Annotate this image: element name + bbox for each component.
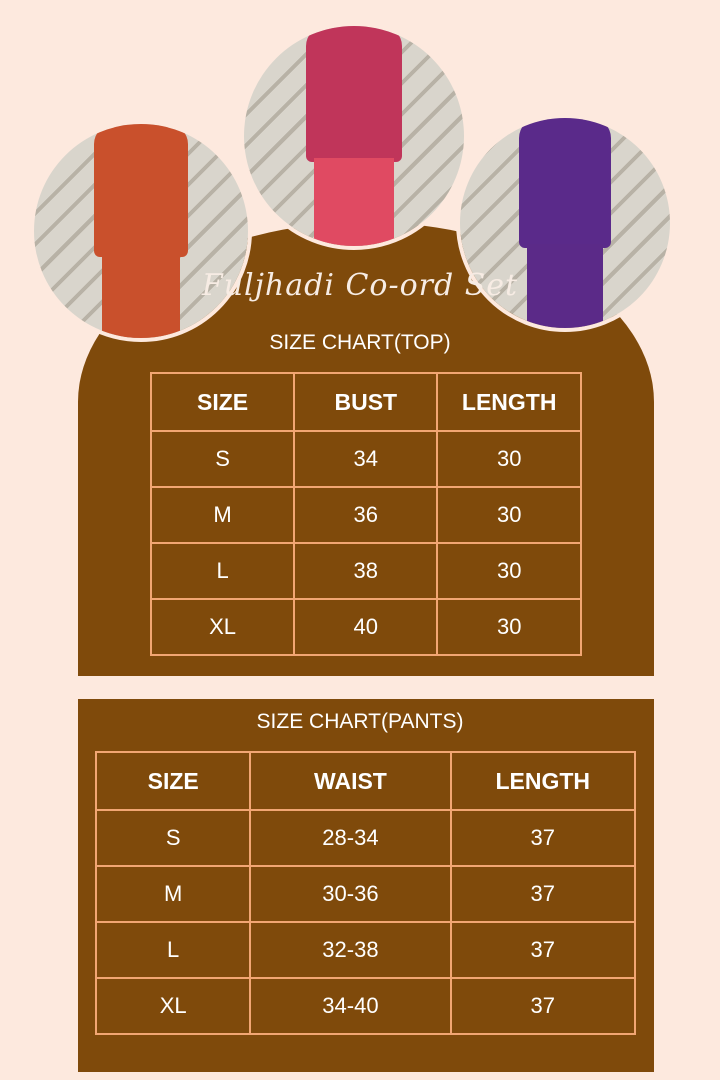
cell: 40 (293, 598, 439, 656)
cell: S (149, 430, 296, 488)
header-cell: WAIST (249, 751, 452, 811)
cell: XL (94, 977, 252, 1035)
table-header-row: SIZE WAIST LENGTH (94, 751, 637, 811)
cell: 30-36 (249, 865, 452, 923)
cell: 37 (449, 809, 637, 867)
pants-size-table: SIZE WAIST LENGTH S 28-34 37 M 30-36 37 L 32-… (94, 751, 637, 1035)
cell: L (94, 921, 252, 979)
cell: 38 (293, 542, 439, 600)
cell: 36 (293, 486, 439, 544)
cell: 37 (449, 977, 637, 1035)
header-cell: SIZE (149, 372, 296, 432)
cell: 30 (436, 430, 582, 488)
cell: 37 (449, 921, 637, 979)
top-size-table: SIZE BUST LENGTH S 34 30 M 36 30 L 38 30 XL 40 3… (149, 372, 582, 656)
header-cell: LENGTH (449, 751, 637, 811)
header-cell: SIZE (94, 751, 252, 811)
table-row: M 36 30 (149, 486, 582, 544)
header-cell: BUST (293, 372, 439, 432)
product-photo-pink (240, 22, 468, 250)
cell: 34 (293, 430, 439, 488)
cell: 30 (436, 486, 582, 544)
brand-title: Fuljhadi Co-ord Set (201, 268, 519, 303)
table-header-row: SIZE BUST LENGTH (149, 372, 582, 432)
cell: 30 (436, 542, 582, 600)
table-row: L 32-38 37 (94, 921, 637, 979)
table-row: M 30-36 37 (94, 865, 637, 923)
product-photo-orange (30, 120, 252, 342)
cell: 28-34 (249, 809, 452, 867)
table-row: XL 34-40 37 (94, 977, 637, 1035)
table-row: L 38 30 (149, 542, 582, 600)
cell: 34-40 (249, 977, 452, 1035)
cell: S (94, 809, 252, 867)
top-chart-title: SIZE CHART(TOP) (269, 331, 451, 354)
pants-chart-title: SIZE CHART(PANTS) (256, 710, 464, 733)
cell: 30 (436, 598, 582, 656)
table-row: S 34 30 (149, 430, 582, 488)
header-cell: LENGTH (436, 372, 582, 432)
cell: M (94, 865, 252, 923)
cell: M (149, 486, 296, 544)
table-row: XL 40 30 (149, 598, 582, 656)
cell: L (149, 542, 296, 600)
cell: 32-38 (249, 921, 452, 979)
product-photo-purple (456, 114, 674, 332)
cell: 37 (449, 865, 637, 923)
table-row: S 28-34 37 (94, 809, 637, 867)
cell: XL (149, 598, 296, 656)
